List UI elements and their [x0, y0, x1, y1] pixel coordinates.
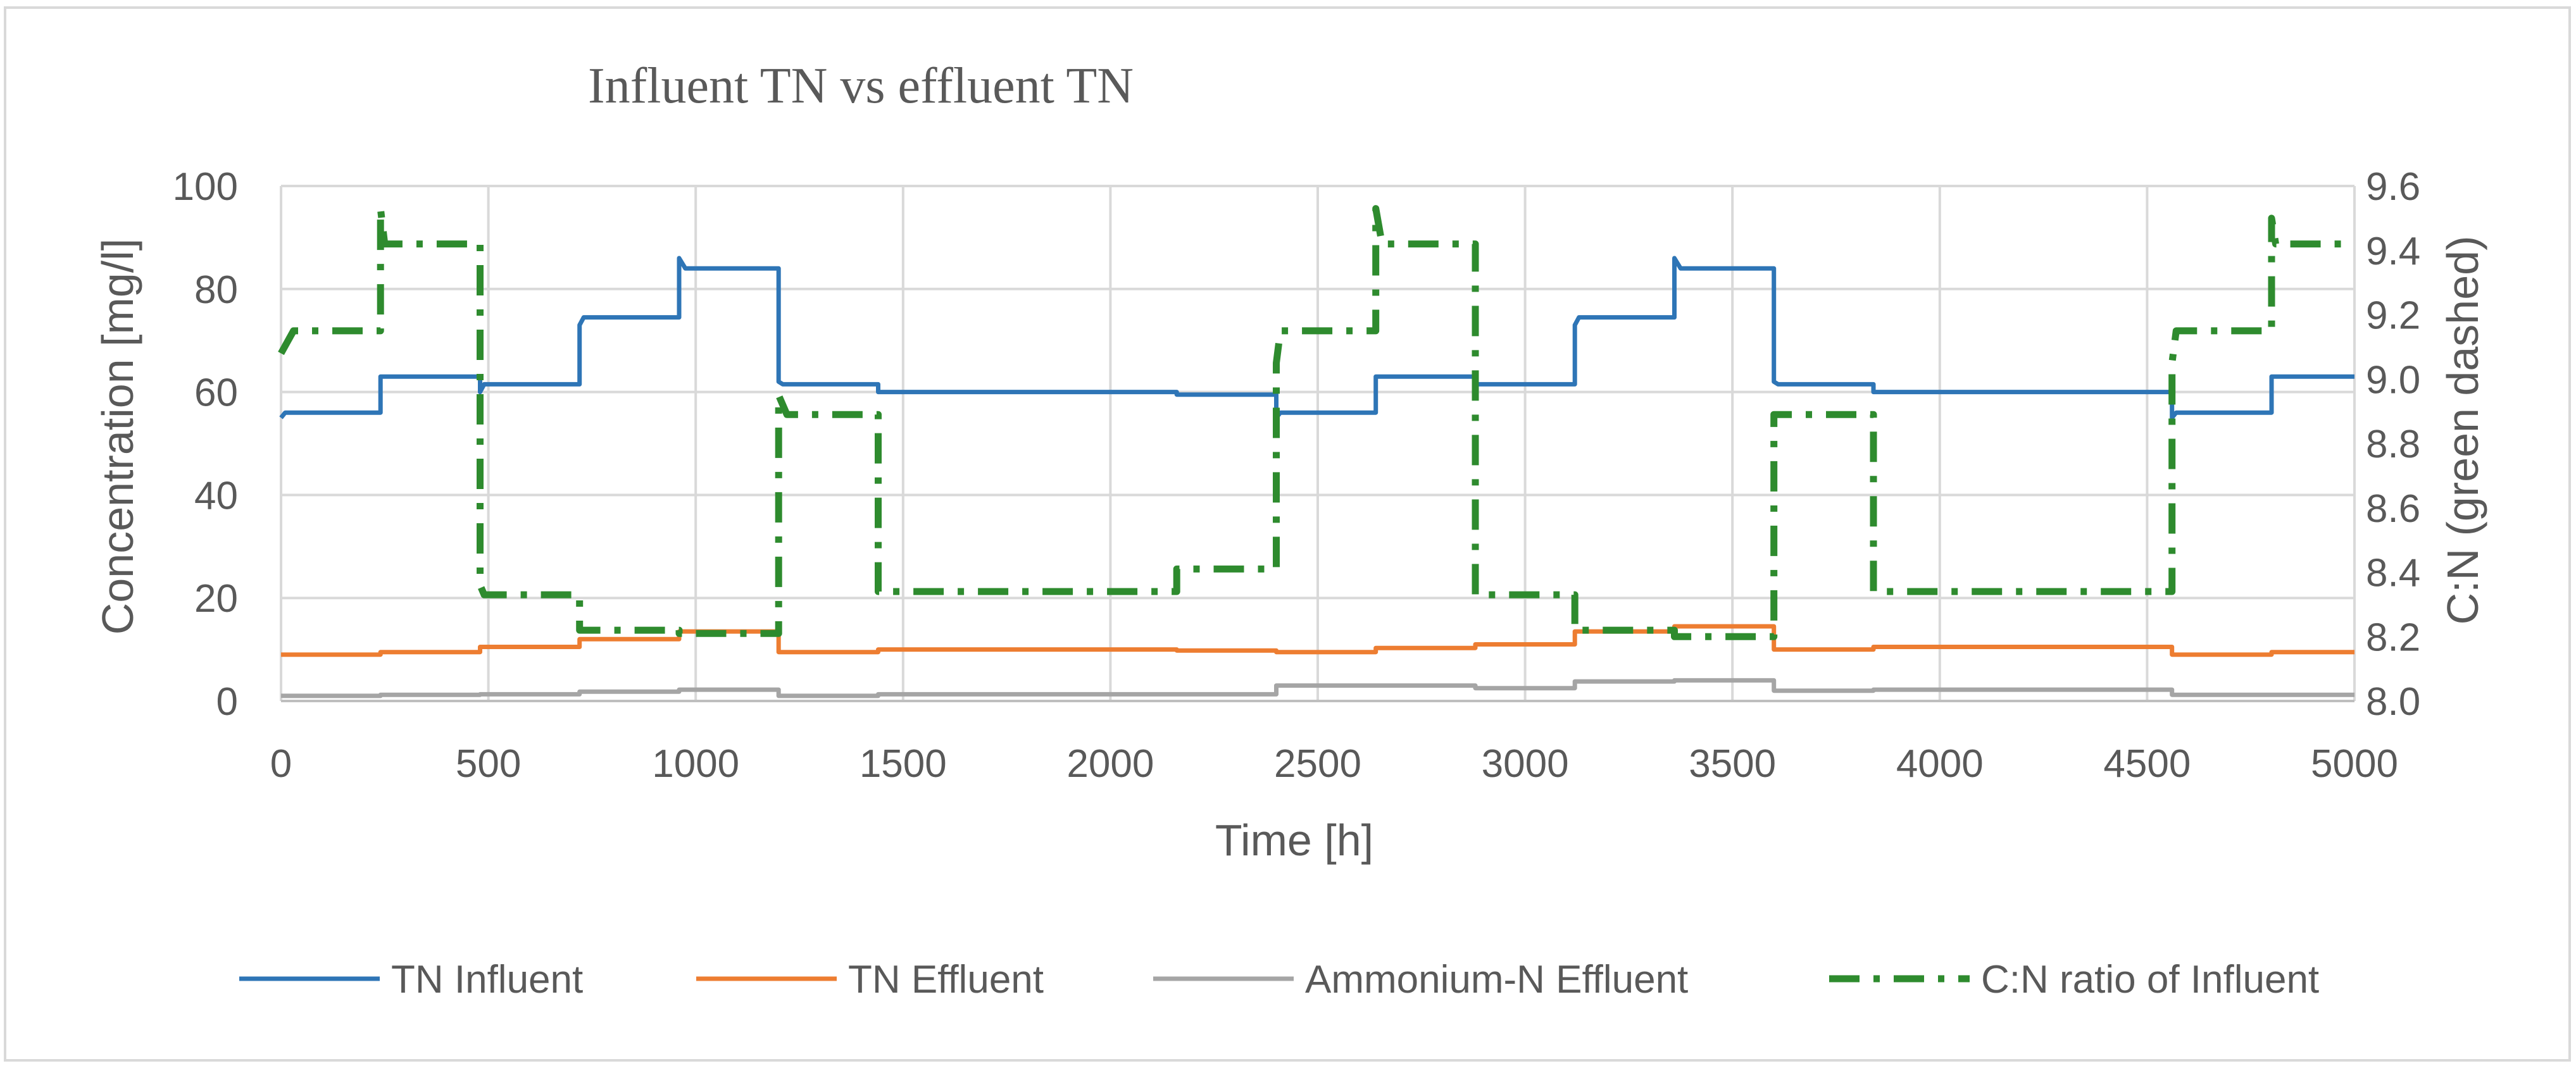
y-tick-label: 100: [173, 165, 238, 209]
y2-tick-label: 8.2: [2366, 616, 2420, 659]
x-tick-label: 500: [456, 742, 521, 786]
x-tick-label: 5000: [2311, 742, 2398, 786]
series-lines: [278, 205, 2354, 698]
series-line-tn-effluent: [281, 624, 2354, 657]
legend-label: Ammonium-N Effluent: [1305, 958, 1688, 1002]
x-tick-label: 1000: [652, 742, 739, 786]
series-line-c-n-ratio-of-influent: [278, 205, 2354, 640]
y2-axis-ticks: 8.0 8.2 8.4 8.6 8.8 9.0 9.2 9.4 9.6: [2366, 165, 2420, 724]
legend-label: TN Effluent: [848, 958, 1044, 1002]
y-tick-label: 0: [216, 680, 238, 724]
y2-tick-label: 8.0: [2366, 680, 2420, 724]
x-tick-label: 2000: [1066, 742, 1154, 786]
y2-tick-label: 9.0: [2366, 358, 2420, 402]
legend-label: C:N ratio of Influent: [1981, 958, 2319, 1002]
x-axis-label: Time [h]: [1215, 816, 1373, 865]
y-axis-label: Concentration [mg/l]: [93, 239, 142, 635]
y-tick-label: 40: [194, 474, 238, 518]
y2-tick-label: 8.8: [2366, 423, 2420, 466]
y2-tick-label: 9.6: [2366, 165, 2420, 209]
x-tick-label: 2500: [1274, 742, 1361, 786]
y2-axis-label: C:N (green dashed): [2438, 236, 2487, 625]
y2-tick-label: 9.4: [2366, 230, 2420, 273]
legend-item: C:N ratio of Influent: [1829, 958, 2319, 1002]
legend-item: TN Effluent: [696, 958, 1044, 1002]
y2-tick-label: 8.4: [2366, 552, 2420, 595]
y-tick-label: 80: [194, 268, 238, 312]
x-tick-label: 1500: [860, 742, 947, 786]
legend: TN Influent TN Effluent Ammonium-N Effluen…: [239, 958, 2319, 1002]
legend-label: TN Influent: [391, 958, 583, 1002]
x-tick-label: 4500: [2103, 742, 2191, 786]
x-axis-ticks: 0 500 1000 1500 2000 2500 3000 3500 4000 4500 5000: [270, 742, 2398, 786]
y2-tick-label: 8.6: [2366, 487, 2420, 531]
chart-border: [4, 6, 2571, 1062]
series-line-ammonium-n-effluent: [281, 678, 2354, 698]
y-tick-label: 20: [194, 577, 238, 621]
x-tick-label: 4000: [1896, 742, 1984, 786]
y2-tick-label: 9.2: [2366, 294, 2420, 338]
y-tick-label: 60: [194, 371, 238, 415]
x-tick-label: 3500: [1689, 742, 1776, 786]
x-tick-label: 0: [270, 742, 292, 786]
legend-item: Ammonium-N Effluent: [1153, 958, 1688, 1002]
grid: [280, 185, 2356, 702]
chart-title: Influent TN vs effluent TN: [588, 58, 1134, 114]
legend-item: TN Influent: [239, 958, 583, 1002]
y-axis-ticks: 0 20 40 60 80 100: [173, 165, 238, 724]
x-tick-label: 3000: [1482, 742, 1569, 786]
